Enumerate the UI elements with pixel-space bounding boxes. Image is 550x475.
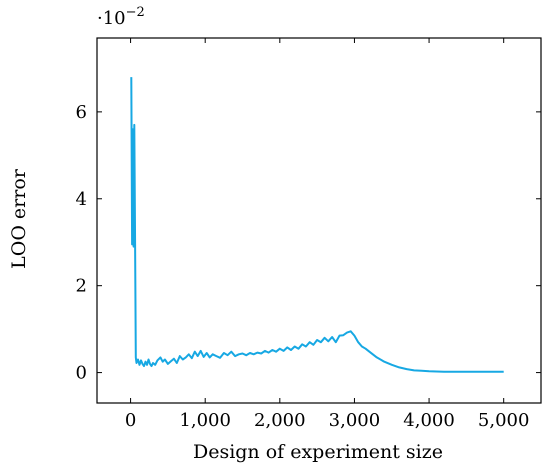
y-axis-label: LOO error bbox=[8, 168, 30, 269]
x-tick-label: 5,000 bbox=[478, 410, 530, 431]
axis-ticks: 0 1,000 2,000 3,000 4,000 5,000 0 2 4 6 bbox=[76, 38, 541, 431]
x-tick-label: 2,000 bbox=[254, 410, 306, 431]
x-tick-label: 3,000 bbox=[329, 410, 381, 431]
y-scale-note: ·10−2 bbox=[97, 5, 145, 29]
x-tick-label: 0 bbox=[125, 410, 136, 431]
x-tick-label: 4,000 bbox=[403, 410, 455, 431]
y-tick-label: 6 bbox=[76, 102, 87, 123]
x-axis-label: Design of experiment size bbox=[193, 441, 443, 463]
y-scale-exponent: −2 bbox=[126, 5, 145, 20]
y-tick-label: 4 bbox=[76, 189, 87, 210]
plot-area bbox=[130, 77, 504, 373]
y-tick-label: 2 bbox=[76, 276, 87, 297]
y-scale-base: ·10 bbox=[97, 8, 126, 29]
plot-frame bbox=[96, 37, 542, 404]
series-line bbox=[130, 77, 504, 373]
y-tick-label: 0 bbox=[76, 363, 87, 384]
x-tick-label: 1,000 bbox=[179, 410, 231, 431]
